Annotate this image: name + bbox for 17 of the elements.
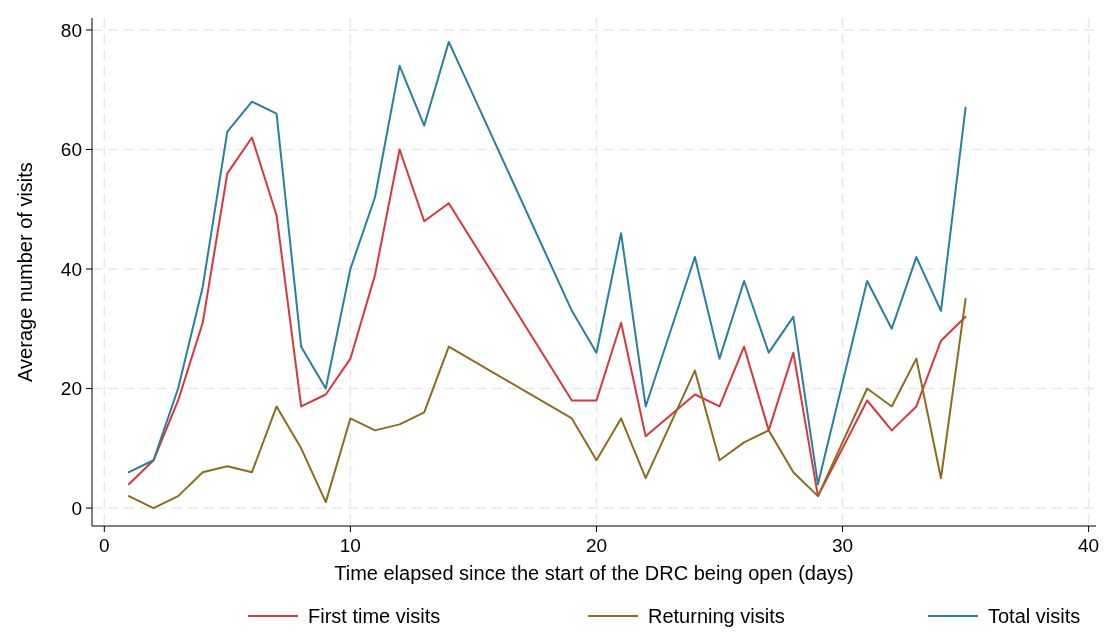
legend-label: Total visits bbox=[988, 605, 1081, 627]
x-tick-label: 0 bbox=[99, 535, 110, 556]
y-tick-label: 40 bbox=[60, 258, 82, 280]
y-tick-label: 80 bbox=[60, 19, 82, 41]
line-series bbox=[127, 297, 967, 510]
x-tick-label: 30 bbox=[831, 535, 854, 556]
line-series bbox=[127, 40, 967, 486]
x-axis-title: Time elapsed since the start of the DRC being open (days) bbox=[334, 562, 854, 584]
y-tick-label: 0 bbox=[71, 497, 82, 519]
y-axis-title: Average number of visits bbox=[14, 162, 36, 382]
legend-label: Returning visits bbox=[648, 605, 785, 627]
y-tick-label: 60 bbox=[60, 139, 82, 161]
x-tick-label: 20 bbox=[585, 535, 608, 556]
y-tick-label: 20 bbox=[60, 378, 82, 400]
legend-label: First time visits bbox=[308, 605, 441, 627]
x-tick-label: 40 bbox=[1078, 535, 1100, 556]
x-tick-label: 10 bbox=[339, 535, 361, 556]
